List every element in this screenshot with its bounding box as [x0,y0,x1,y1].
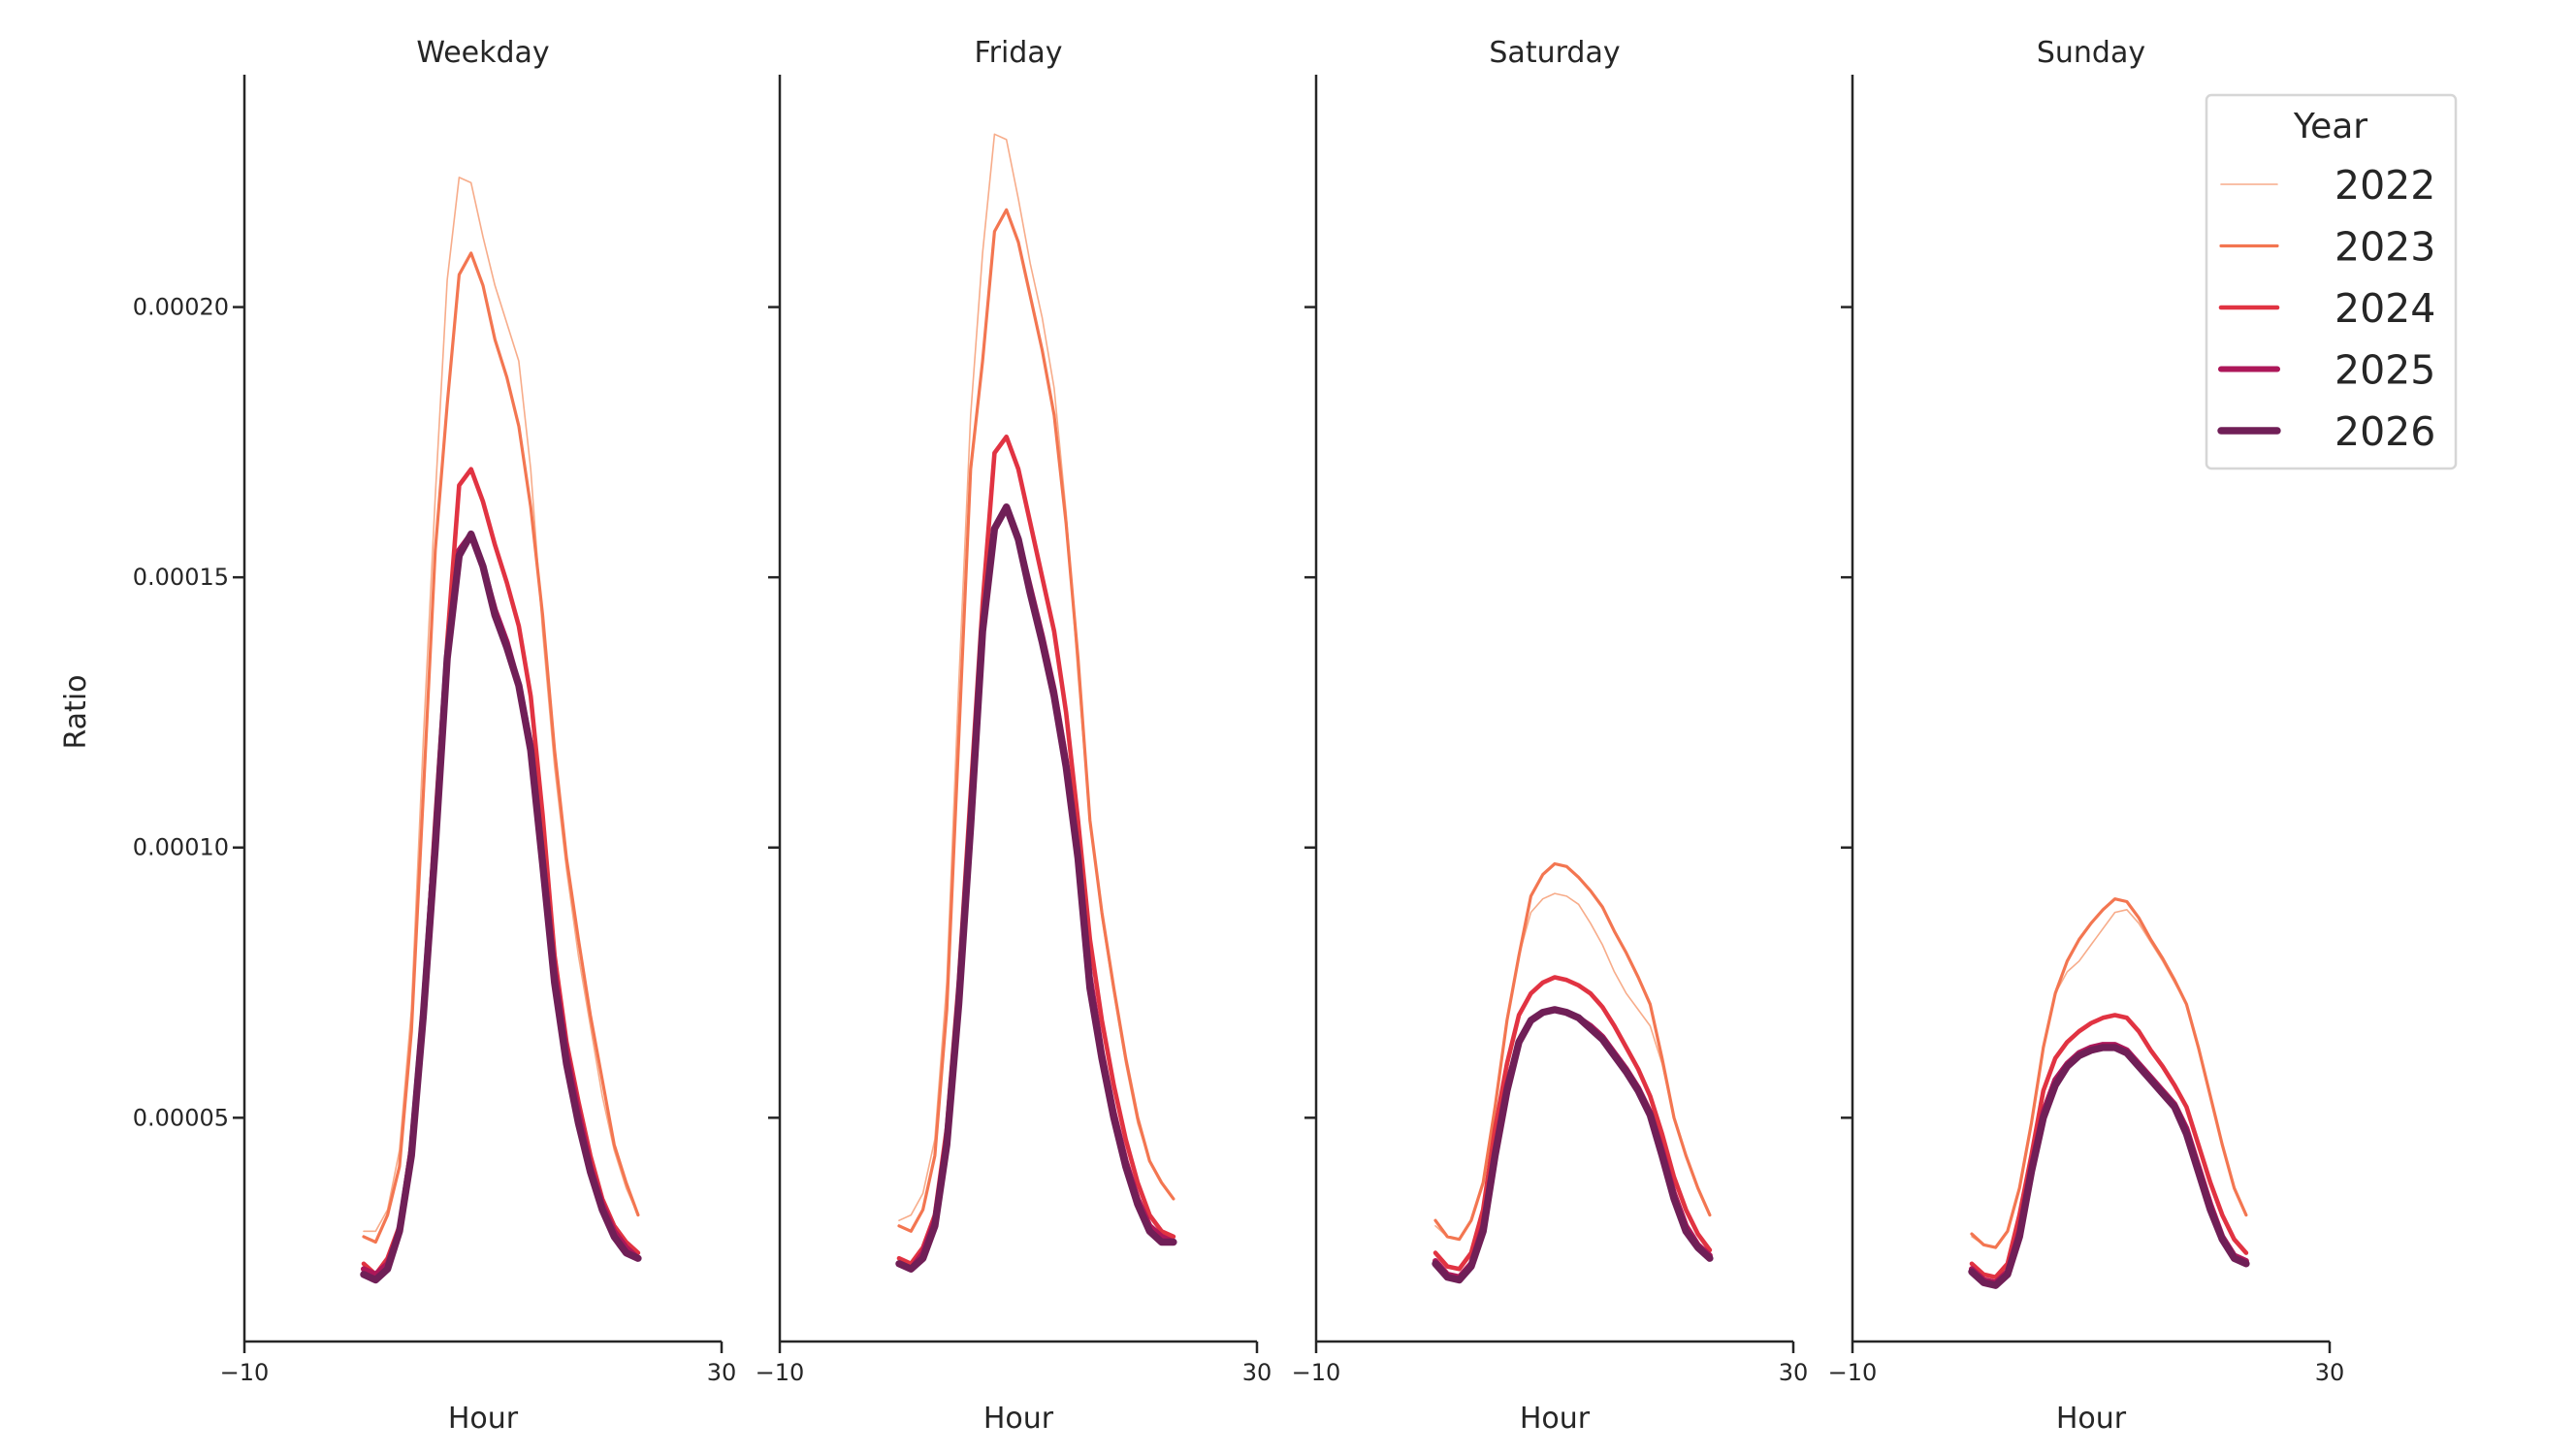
y-axis-label: Ratio [59,674,93,749]
panel-title-saturday: Saturday [1489,36,1620,70]
panel-title-friday: Friday [975,36,1063,70]
x-tick-label: −10 [1828,1359,1878,1386]
x-axis-label-saturday: Hour [1520,1402,1591,1436]
series-line-2024 [361,467,641,1277]
x-tick-label: −10 [756,1359,805,1386]
panel-title-sunday: Sunday [2037,36,2145,70]
x-axis-label-weekday: Hour [448,1402,519,1436]
legend-frame [2205,93,2458,470]
legend-label: 2025 [2334,347,2435,394]
legend-item-2024: 2024 [2218,285,2435,332]
series-line-2024 [896,434,1176,1267]
legend-item-2022: 2022 [2220,162,2435,209]
x-tick-label: 30 [707,1359,737,1386]
legend: Year 2022 2023 2024 2025 2026 [2205,93,2458,470]
legend-label: 2022 [2334,162,2435,209]
x-axis-label-friday: Hour [983,1402,1054,1436]
x-tick-label: −10 [1292,1359,1341,1386]
legend-label: 2026 [2334,408,2435,455]
series-line-2024 [1433,975,1713,1272]
series-line-2022 [363,177,639,1233]
y-tick-label: 0.00010 [133,834,229,861]
series-line-2023 [1433,861,1712,1242]
x-tick-label: 30 [1242,1359,1272,1386]
legend-item-2023: 2023 [2219,224,2435,271]
series-line-2026 [1432,1006,1714,1284]
legend-item-2025: 2025 [2218,347,2435,394]
legend-title: Year [2293,107,2367,146]
series-line-2023 [362,251,640,1245]
y-tick-label: 0.00020 [133,294,229,321]
series-line-2026 [360,530,642,1284]
panel-title-weekday: Weekday [416,36,549,70]
x-tick-label: 30 [1779,1359,1809,1386]
y-tick-label: 0.00005 [133,1104,229,1131]
series-line-2024 [1969,1013,2249,1279]
x-tick-label: 30 [2315,1359,2345,1386]
series-line-2025 [1433,1006,1713,1280]
series-line-2026 [1968,1044,2250,1289]
series-line-2023 [897,208,1175,1233]
legend-label: 2023 [2334,224,2435,271]
panel-friday: −10 30 [756,75,1272,1386]
series-line-2026 [895,503,1177,1274]
series-line-2025 [361,531,641,1277]
panel-sunday: −10 30 [1828,75,2345,1386]
panel-weekday: 0.00005 0.00010 0.00015 0.00020 −10 30 [133,75,737,1386]
x-axis-label-sunday: Hour [2056,1402,2127,1436]
series-line-2023 [1970,897,2248,1249]
legend-label: 2024 [2334,285,2435,332]
legend-item-2026: 2026 [2217,408,2435,455]
x-tick-label: −10 [220,1359,270,1386]
series-line-2022 [898,133,1175,1221]
panel-saturday: −10 30 [1292,75,1809,1386]
y-tick-label: 0.00015 [133,564,229,591]
